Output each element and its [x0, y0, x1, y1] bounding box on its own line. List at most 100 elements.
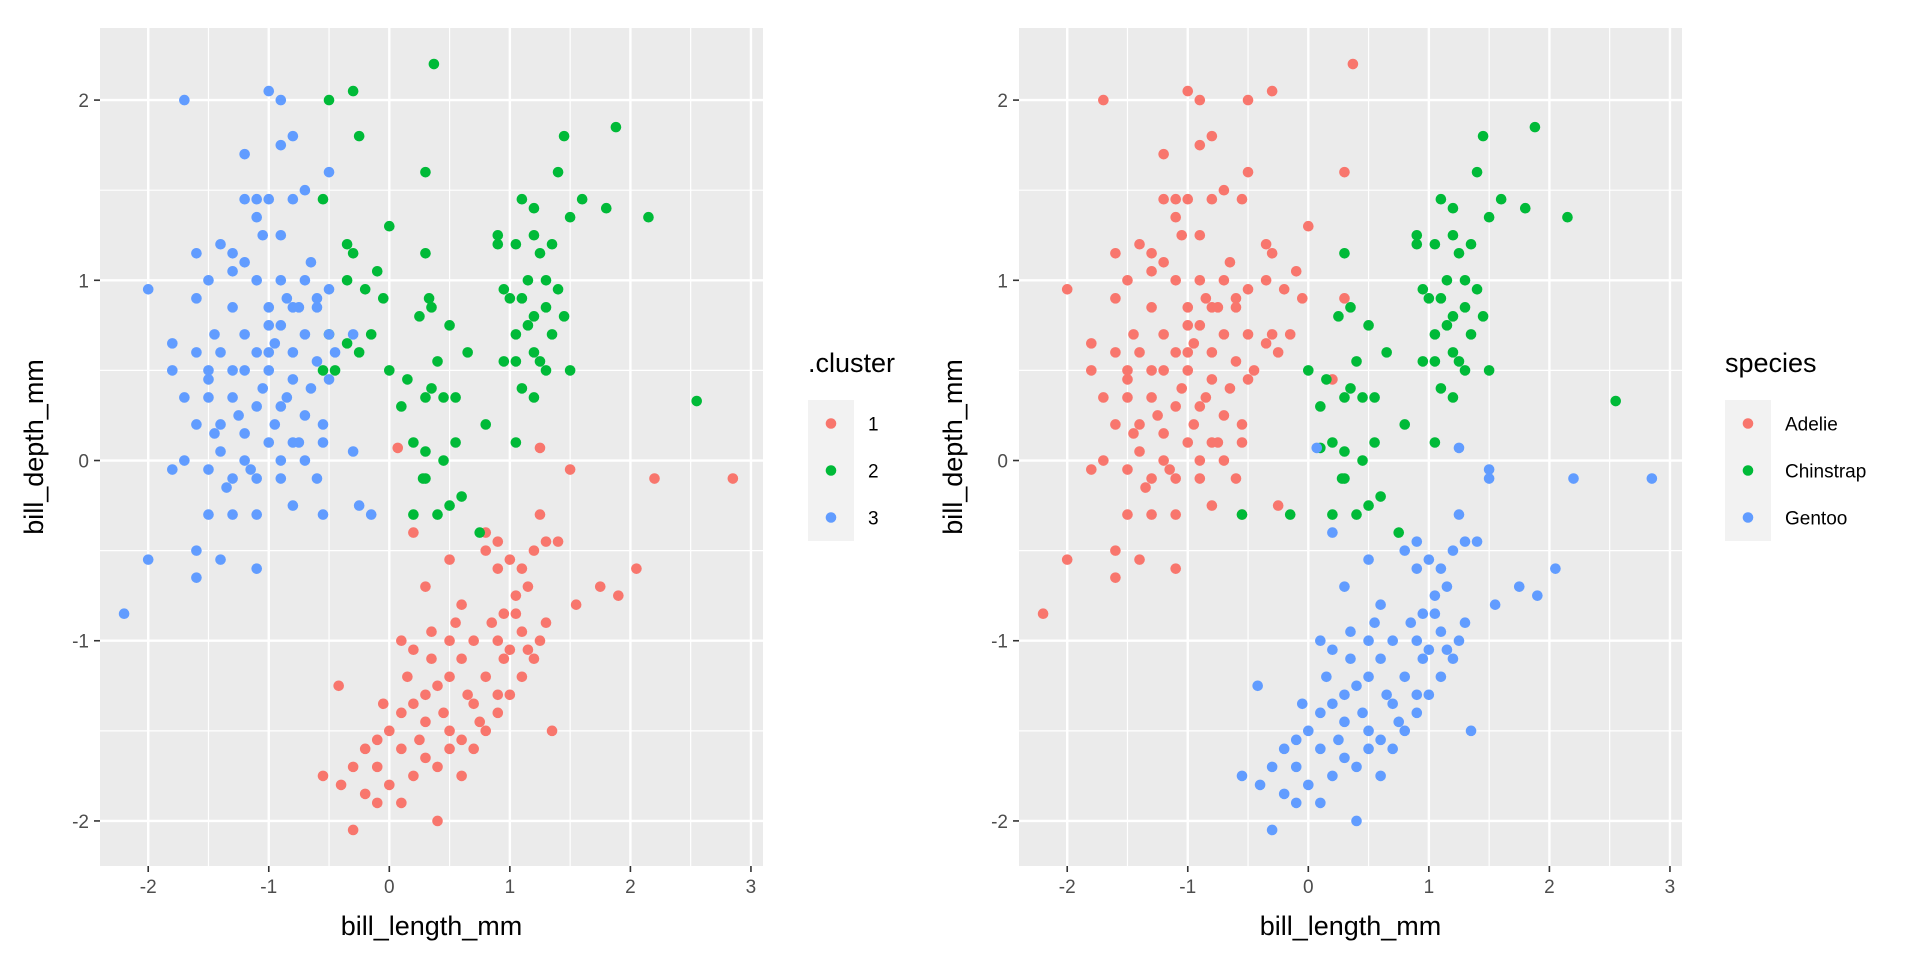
- data-point: [317, 509, 329, 520]
- data-point: [1447, 229, 1459, 241]
- legend-label: Chinstrap: [1785, 462, 1866, 483]
- data-point: [1278, 743, 1290, 755]
- data-point: [1532, 590, 1543, 601]
- data-point: [293, 437, 305, 448]
- data-point: [474, 716, 486, 728]
- data-point: [1303, 725, 1314, 737]
- data-point: [251, 563, 263, 574]
- data-point: [1363, 500, 1374, 511]
- data-point: [1134, 419, 1145, 430]
- data-point: [564, 211, 576, 223]
- data-point: [203, 275, 214, 286]
- data-point: [1375, 734, 1386, 746]
- data-point: [311, 473, 323, 484]
- data-point: [1339, 752, 1350, 764]
- data-point: [1158, 193, 1169, 205]
- data-point: [1465, 329, 1477, 340]
- x-axis-title: bill_length_mm: [341, 911, 523, 941]
- data-point: [179, 455, 190, 466]
- data-point: [1345, 653, 1356, 665]
- data-point: [1339, 166, 1350, 178]
- data-point: [359, 788, 371, 800]
- data-point: [365, 329, 377, 340]
- data-point: [408, 644, 419, 656]
- x-tick-label: -2: [140, 877, 157, 898]
- data-point: [1290, 797, 1302, 809]
- data-point: [1333, 734, 1344, 746]
- legend-key-point: [1742, 465, 1754, 476]
- data-point: [311, 293, 323, 304]
- data-point: [341, 338, 353, 349]
- data-point: [1435, 193, 1447, 205]
- y-tick-label: 1: [997, 271, 1008, 292]
- data-point: [317, 419, 329, 430]
- data-point: [396, 401, 407, 412]
- data-point: [1351, 815, 1362, 827]
- data-point: [323, 374, 335, 385]
- data-point: [275, 229, 287, 241]
- data-point: [1327, 698, 1338, 710]
- data-point: [347, 761, 359, 773]
- data-point: [438, 392, 449, 403]
- data-point: [420, 716, 431, 728]
- data-point: [600, 202, 612, 214]
- data-point: [299, 275, 311, 286]
- data-point: [1495, 193, 1507, 205]
- data-point: [1327, 527, 1338, 538]
- data-point: [1339, 716, 1350, 728]
- data-point: [1110, 247, 1121, 259]
- data-point: [1206, 130, 1218, 142]
- data-point: [269, 338, 281, 349]
- data-point: [414, 311, 425, 322]
- data-point: [377, 293, 389, 304]
- data-point: [1562, 211, 1573, 223]
- data-point: [1182, 437, 1194, 448]
- data-point: [1411, 635, 1423, 647]
- data-point: [1489, 599, 1501, 610]
- data-point: [396, 707, 407, 719]
- data-point: [546, 725, 558, 737]
- data-point: [649, 473, 660, 484]
- data-point: [1266, 85, 1278, 97]
- data-point: [426, 383, 437, 394]
- x-tick-label: -1: [260, 877, 277, 898]
- data-point: [420, 166, 431, 178]
- data-point: [444, 554, 455, 565]
- x-axis-title: bill_length_mm: [1260, 911, 1442, 941]
- data-point: [1363, 554, 1374, 565]
- data-point: [1315, 797, 1326, 809]
- x-tick-label: 0: [384, 877, 395, 898]
- data-point: [456, 770, 467, 782]
- data-point: [528, 392, 540, 403]
- data-point: [450, 617, 461, 629]
- data-point: [329, 365, 341, 376]
- data-point: [1441, 275, 1453, 286]
- data-point: [209, 329, 220, 340]
- data-point: [1363, 320, 1374, 331]
- data-point: [1429, 437, 1441, 448]
- data-point: [444, 500, 455, 511]
- data-point: [317, 365, 329, 376]
- data-point: [468, 635, 479, 647]
- data-point: [1206, 500, 1218, 511]
- x-tick-label: 3: [1665, 877, 1676, 898]
- data-point: [474, 527, 486, 538]
- data-point: [347, 446, 359, 457]
- data-point: [1375, 599, 1386, 610]
- data-point: [1333, 311, 1344, 322]
- data-point: [420, 752, 431, 764]
- data-point: [1459, 536, 1471, 547]
- data-point: [1387, 635, 1398, 647]
- data-point: [1272, 500, 1284, 511]
- data-point: [1224, 256, 1236, 268]
- data-point: [498, 608, 510, 619]
- data-point: [227, 473, 238, 484]
- data-point: [1200, 392, 1212, 403]
- data-point: [384, 725, 395, 737]
- data-point: [1170, 275, 1182, 286]
- data-point: [1411, 563, 1423, 574]
- data-point: [1363, 743, 1374, 755]
- data-point: [1212, 437, 1224, 448]
- data-point: [1266, 824, 1278, 836]
- data-point: [456, 599, 467, 610]
